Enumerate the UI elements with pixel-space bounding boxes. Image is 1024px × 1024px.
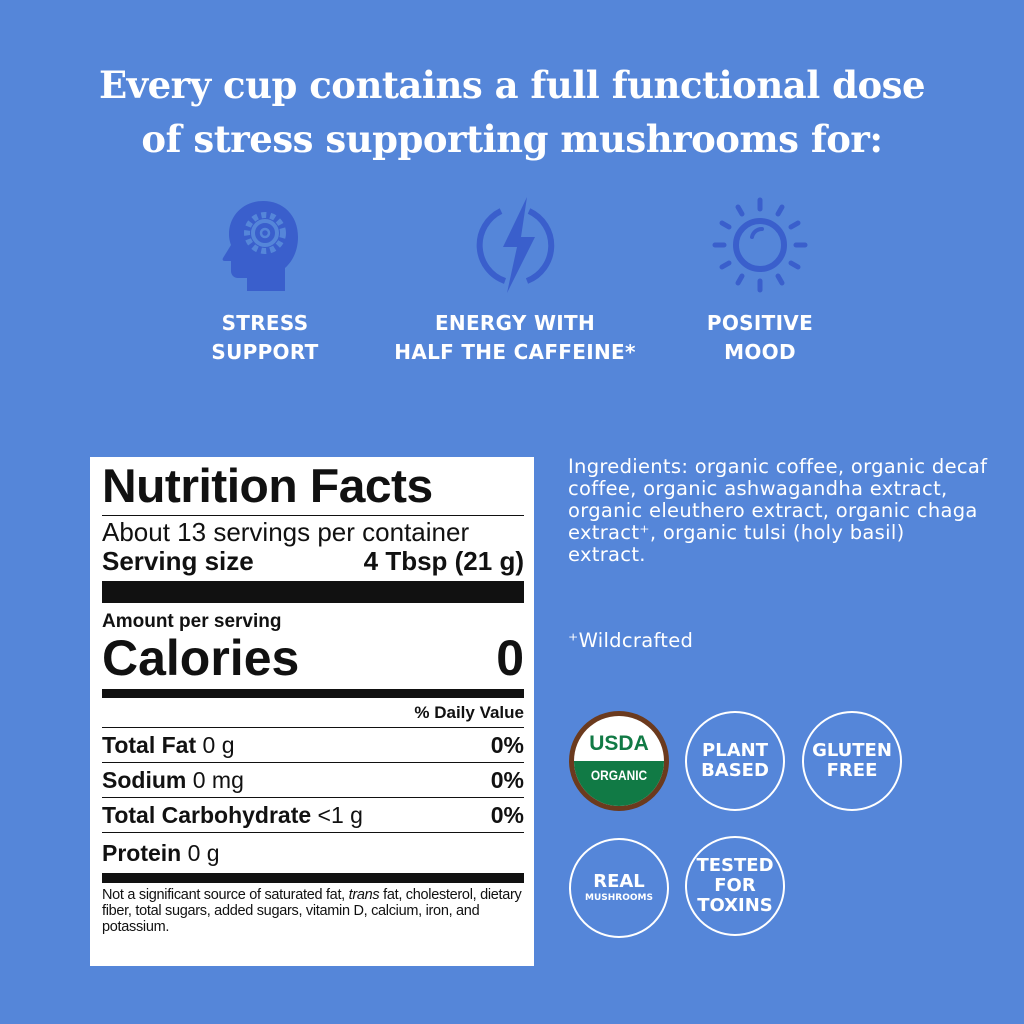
usda-organic-badge: USDA ORGANIC <box>569 711 669 811</box>
nutrient-name: Total Fat <box>102 732 197 758</box>
gluten-free-badge: GLUTEN FREE <box>802 711 902 811</box>
plant-based-badge: PLANT BASED <box>685 711 785 811</box>
nutrient-name: Total Carbohydrate <box>102 802 312 828</box>
badge-text: PLANT <box>702 740 768 761</box>
benefit-label: STRESS <box>221 311 309 335</box>
amount-per-serving: Amount per serving <box>102 611 282 632</box>
headline-line-2: of stress supporting mushrooms for: <box>141 117 883 161</box>
headline-line-1: Every cup contains a full functional dos… <box>98 63 926 107</box>
divider <box>102 581 524 603</box>
benefit-label: MOOD <box>724 340 796 364</box>
benefit-positive-mood: POSITIVE MOOD <box>630 195 890 367</box>
nutrient-amount: <1 g <box>317 802 363 828</box>
badge-text: MUSHROOMS <box>585 893 653 903</box>
footnote-part: Not a significant source of saturated fa… <box>102 887 349 903</box>
benefit-energy: ENERGY WITH HALF THE CAFFEINE* <box>385 195 645 367</box>
calories-row: Calories 0 <box>102 633 524 683</box>
ingredients-text: Ingredients: organic coffee, organic dec… <box>568 455 988 566</box>
real-mushrooms-badge: REAL MUSHROOMS <box>569 838 669 938</box>
badge-text: TOXINS <box>697 895 773 916</box>
benefit-label: HALF THE CAFFEINE* <box>394 340 636 364</box>
divider <box>102 689 524 698</box>
badge-text: FREE <box>826 760 878 781</box>
serving-size-value: 4 Tbsp (21 g) <box>363 546 524 576</box>
sun-icon <box>712 197 808 293</box>
badge-text: TESTED <box>696 855 774 876</box>
nutrition-facts-panel: Nutrition Facts About 13 servings per co… <box>90 457 534 966</box>
usda-text: USDA <box>589 732 649 755</box>
nutrient-row: Total Carbohydrate <1 g 0% <box>102 798 524 833</box>
nutrient-name: Sodium <box>102 767 187 793</box>
wildcrafted-note: ⁺Wildcrafted <box>568 629 694 652</box>
benefit-label: POSITIVE <box>706 311 814 335</box>
nutrient-row: Sodium 0 mg 0% <box>102 763 524 798</box>
head-gear-icon <box>222 201 298 291</box>
calories-value: 0 <box>496 630 524 686</box>
nutrient-row: Protein 0 g <box>102 833 524 873</box>
nutrient-amount: 0 g <box>187 840 220 866</box>
benefit-label: ENERGY WITH <box>434 311 596 335</box>
footnote-part: fat, cholesterol, dietary fiber, total s… <box>102 887 522 935</box>
nutrition-title: Nutrition Facts <box>102 459 433 512</box>
organic-text: ORGANIC <box>590 767 648 783</box>
nutrient-name: Protein <box>102 840 182 866</box>
nutrient-dv: 0% <box>490 802 524 828</box>
calories-label: Calories <box>102 630 300 686</box>
badge-text: REAL <box>593 871 645 892</box>
headline: Every cup contains a full functional dos… <box>0 58 1024 166</box>
badge-text: GLUTEN <box>812 740 892 761</box>
serving-size-label: Serving size <box>102 546 254 576</box>
tested-for-toxins-badge: TESTED FOR TOXINS <box>685 836 785 936</box>
benefit-label: SUPPORT <box>211 340 319 364</box>
nutrient-row: Total Fat 0 g 0% <box>102 728 524 763</box>
serving-size: Serving size 4 Tbsp (21 g) <box>102 547 524 576</box>
nutrient-dv: 0% <box>490 767 524 793</box>
nutrition-footnote: Not a significant source of saturated fa… <box>102 873 524 935</box>
nutrient-amount: 0 g <box>202 732 235 758</box>
badge-text: BASED <box>701 760 769 781</box>
footnote-trans: trans <box>348 887 380 903</box>
benefit-stress-support: STRESS SUPPORT <box>135 195 395 367</box>
nutrient-dv: 0% <box>490 732 524 758</box>
servings-text: About 13 servings per container <box>102 517 470 547</box>
daily-value-header: % Daily Value <box>102 702 524 728</box>
nutrient-amount: 0 mg <box>192 767 244 793</box>
servings-per-container: About 13 servings per container <box>102 518 524 547</box>
badge-text: FOR <box>714 875 756 896</box>
lightning-bolt-icon <box>476 197 555 293</box>
